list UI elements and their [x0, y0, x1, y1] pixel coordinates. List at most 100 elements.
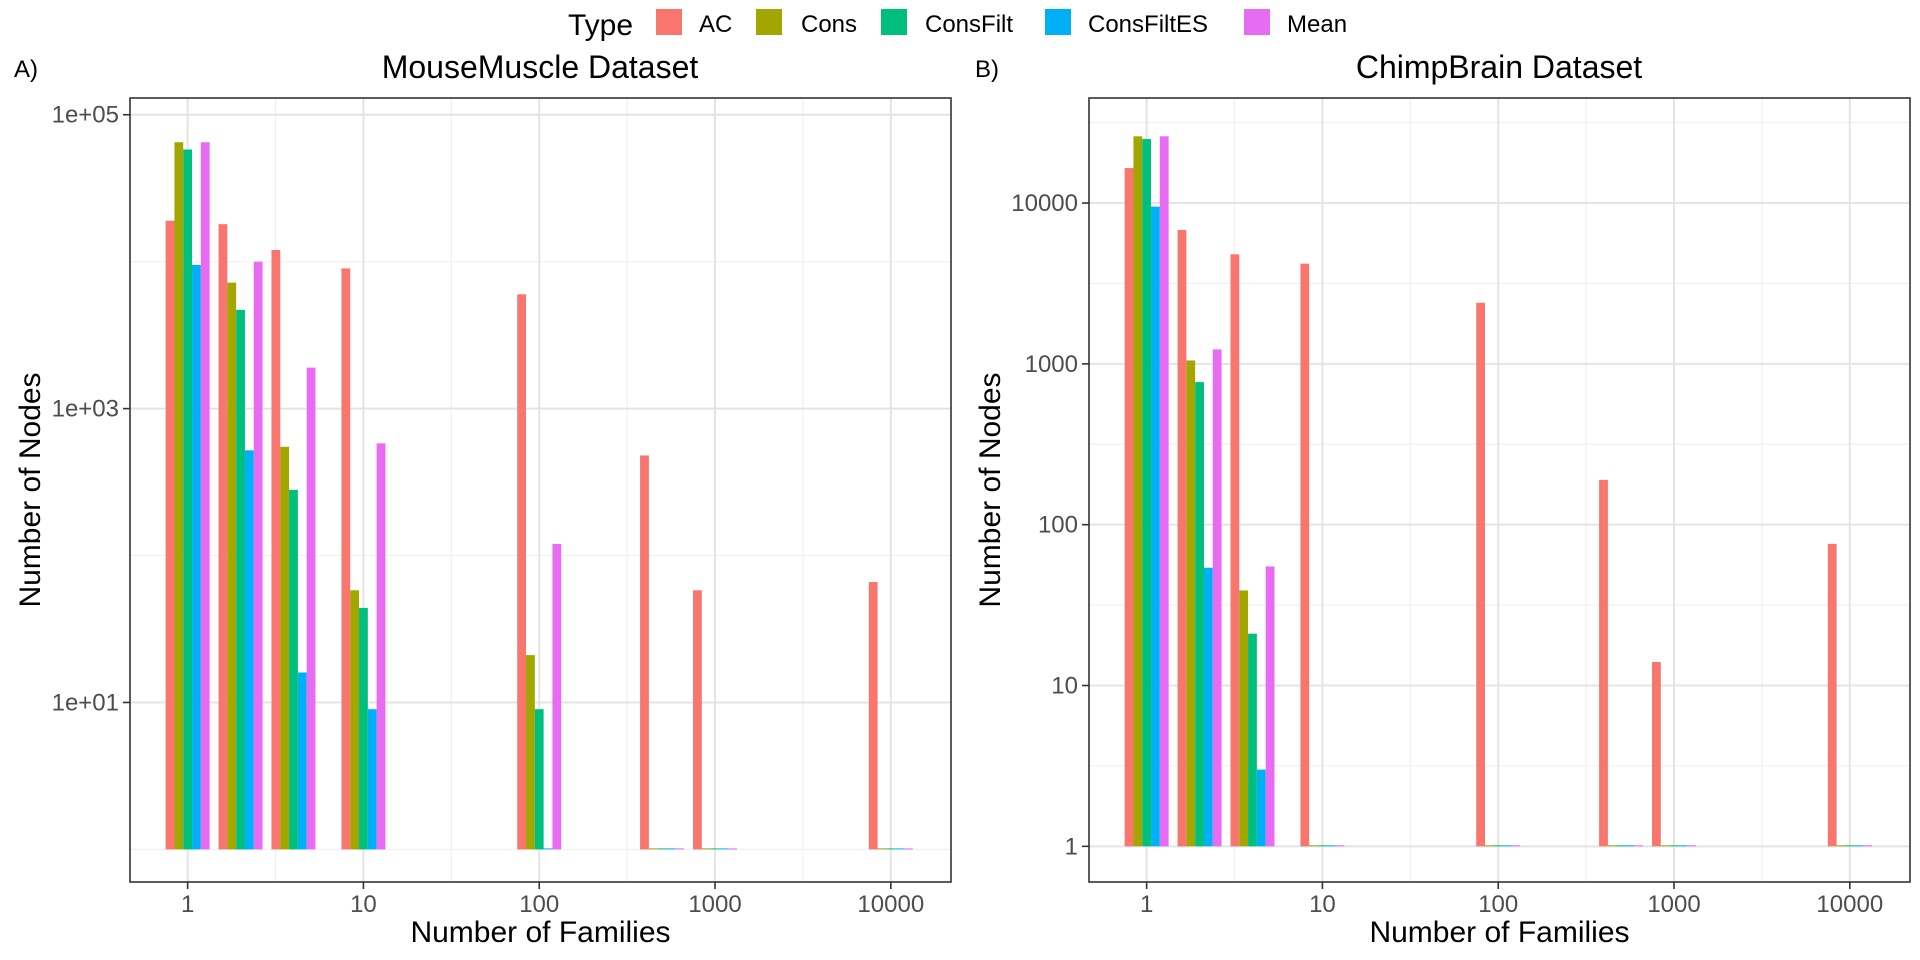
bar-consfilt	[1318, 845, 1327, 847]
bar-consfiltes	[1678, 845, 1688, 847]
legend-label-consfiltes: ConsFiltES	[1088, 11, 1208, 38]
y-tick-label: 100	[1038, 512, 1078, 539]
bar-consfilt	[534, 709, 544, 850]
panel-tag: B)	[975, 56, 999, 83]
bar-mean	[1634, 845, 1644, 847]
bar-ac	[1124, 168, 1134, 847]
bar-ac	[1652, 662, 1661, 847]
bar-cons	[1133, 136, 1143, 847]
bar-ac	[218, 224, 228, 850]
bar-cons	[1660, 845, 1670, 847]
bars	[165, 142, 913, 850]
bar-ac	[868, 582, 878, 850]
legend-label-mean: Mean	[1287, 11, 1347, 38]
bar-consfiltes	[1326, 845, 1336, 847]
x-tick-label: 10000	[1816, 891, 1883, 918]
panel-chimpbrain: 1 10 100 1000 10000 1 10 100 1000 10000 B) ChimpBra…	[974, 49, 1911, 949]
y-tick-label: 1000	[1025, 351, 1078, 378]
bar-mean	[376, 443, 386, 850]
bar-consfilt	[1845, 845, 1855, 847]
bar-mean	[1159, 136, 1169, 847]
bar-cons	[1239, 590, 1249, 847]
bar-mean	[1212, 349, 1222, 847]
bar-cons	[701, 848, 711, 850]
bar-consfiltes	[244, 450, 254, 850]
bar-ac	[341, 268, 351, 850]
panel-mousemuscle: 1 10 100 1000 10000 1e+01 1e+03 1e+05 A) MouseMus…	[14, 49, 952, 949]
y-tick-label: 1e+05	[52, 102, 119, 129]
bar-cons	[877, 848, 887, 850]
bar-mean	[728, 848, 738, 850]
bar-ac	[165, 220, 175, 850]
bar-consfilt	[1195, 382, 1204, 847]
bar-consfilt	[1248, 633, 1257, 847]
bar-mean	[675, 848, 685, 850]
legend: Type AC Cons ConsFilt ConsFiltES Mean	[568, 9, 1347, 42]
legend-swatch-consfiltes	[1045, 9, 1071, 35]
plot-area	[1089, 98, 1910, 882]
bar-consfiltes	[543, 848, 553, 850]
bar-ac	[640, 455, 649, 850]
legend-label-consfilt: ConsFilt	[925, 11, 1013, 38]
bar-consfilt	[710, 848, 720, 850]
bar-cons	[227, 282, 237, 850]
x-tick-label: 100	[519, 891, 559, 918]
gridlines	[1089, 98, 1910, 882]
bar-consfilt	[1669, 845, 1679, 847]
bar-consfiltes	[1151, 206, 1160, 847]
y-tick-label: 1e+01	[52, 689, 119, 716]
bar-consfiltes	[719, 848, 729, 850]
bar-cons	[1836, 845, 1846, 847]
bar-consfilt	[289, 489, 298, 850]
bar-cons	[1485, 845, 1494, 847]
bar-mean	[1265, 566, 1275, 847]
bar-consfiltes	[1854, 845, 1864, 847]
bar-ac	[1599, 479, 1608, 847]
bar-consfilt	[236, 309, 245, 850]
bar-consfiltes	[1625, 845, 1635, 847]
bar-ac	[693, 590, 702, 850]
x-tick-label: 1	[181, 891, 194, 918]
x-tick-label: 100	[1478, 891, 1518, 918]
x-tick-label: 10000	[857, 891, 924, 918]
bar-consfiltes	[297, 672, 307, 850]
bar-cons	[1309, 845, 1319, 847]
bar-consfilt	[1616, 845, 1626, 847]
bar-mean	[904, 848, 913, 850]
legend-swatch-cons	[756, 9, 782, 35]
y-axis-title: Number of Nodes	[14, 372, 47, 607]
panel-title: MouseMuscle Dataset	[382, 49, 699, 85]
bars	[1124, 136, 1872, 847]
panel-title: ChimpBrain Dataset	[1356, 49, 1642, 85]
bar-consfilt	[657, 848, 667, 850]
bar-cons	[174, 142, 184, 850]
bar-ac	[1230, 254, 1240, 847]
legend-title: Type	[568, 9, 633, 42]
x-axis-title: Number of Families	[1369, 916, 1629, 949]
bar-mean	[1687, 845, 1697, 847]
bar-consfiltes	[1256, 769, 1266, 847]
bar-mean	[200, 142, 210, 850]
panel-border	[1088, 97, 1911, 883]
bar-ac	[1300, 263, 1310, 847]
bar-ac	[1827, 543, 1837, 847]
bar-ac	[517, 294, 527, 850]
bar-consfiltes	[1502, 845, 1512, 847]
legend-label-ac: AC	[699, 11, 732, 38]
bar-mean	[552, 543, 562, 850]
bar-cons	[350, 590, 360, 850]
bar-consfiltes	[1203, 567, 1213, 847]
bar-cons	[648, 848, 658, 850]
bar-mean	[1511, 845, 1521, 847]
y-tick-label: 10	[1051, 673, 1078, 700]
x-tick-label: 10	[1309, 891, 1336, 918]
bar-mean	[306, 367, 316, 850]
y-tick-label: 1e+03	[52, 396, 119, 423]
bar-consfilt	[359, 607, 368, 850]
x-tick-label: 10	[350, 891, 377, 918]
y-axis-title: Number of Nodes	[974, 372, 1007, 607]
bar-consfiltes	[895, 848, 905, 850]
y-tick-label: 1	[1065, 833, 1078, 860]
y-tick-label: 10000	[1011, 190, 1078, 217]
